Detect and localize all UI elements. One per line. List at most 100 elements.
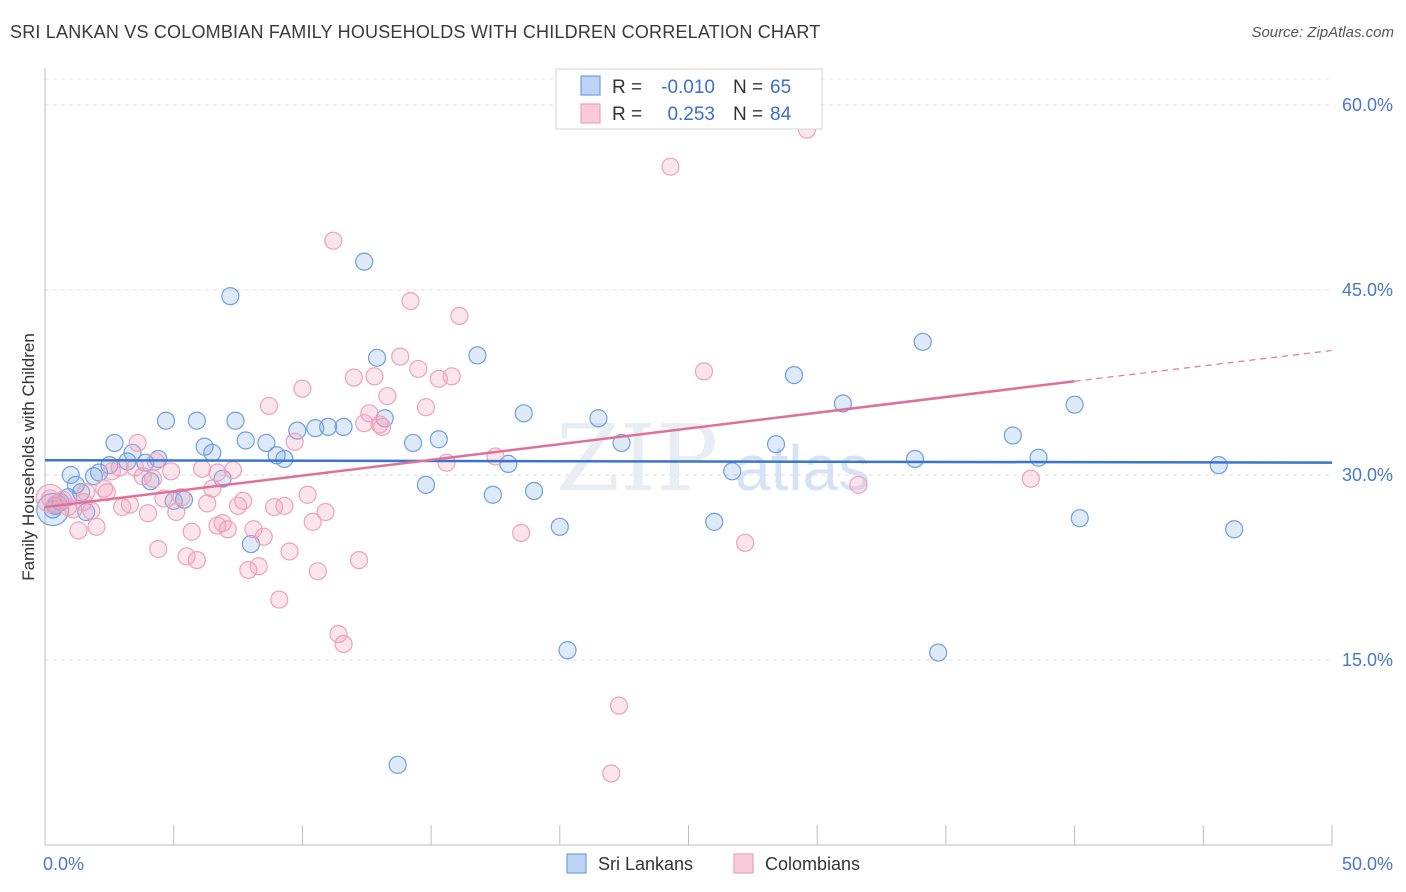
colombians-point [144,469,163,488]
colombians-point [365,367,384,386]
colombians-point [609,696,629,715]
colombians-point [349,550,369,570]
sri-lankans-point [1070,509,1089,528]
sri-lankans-point [483,485,502,504]
sri-lankans-point [913,332,932,351]
sri-lankans-point [514,404,533,423]
colombians-point [138,504,158,523]
colombians-point [69,521,88,540]
sri-lankans-point [1225,520,1244,539]
bottom-legend-swatch-colombians [733,853,754,874]
colombians-point [849,475,868,494]
legend-n-value-2: 84 [770,104,792,125]
sri-lankans-point [89,463,109,482]
colombians-point [162,462,181,481]
colombians-point [244,520,263,539]
colombians-point [275,496,294,515]
legend-n-label-1: N = [733,77,763,98]
colombians-point [416,398,436,417]
sri-lankans-point [257,433,276,453]
colombians-point [344,368,363,387]
sri-lankans-point [784,366,804,385]
colombians-point [177,547,196,566]
sri-lankans-point [149,449,168,469]
sri-lankans-point [833,394,853,413]
sri-lankans-point [468,346,487,365]
bottom-legend-swatch-sri-lankans [566,853,587,874]
sri-lankans-point [905,449,925,469]
sri-lankans-point [355,252,374,271]
colombians-point [218,520,237,539]
sri-lankans-point [388,755,407,774]
sri-lankans-point [416,475,436,494]
y-axis-label: Family Households with Children [19,333,38,581]
colombians-point [303,512,322,531]
legend-n-value-1: 65 [770,77,791,98]
colombians-point [736,533,755,552]
trend-lines [44,349,1333,509]
x-tick-label-max: 50.0% [1342,854,1393,874]
sri-lankans-point [187,411,206,430]
sri-lankans-point [766,435,786,454]
legend-n-label-2: N = [733,104,763,125]
sri-lankans-point [1029,448,1048,467]
bottom-legend-sri-lankans: Sri Lankans [598,854,693,874]
colombians-point [254,527,273,546]
sri-lankans-point [403,433,423,453]
sri-lankans-point [288,421,307,440]
sri-lankans-point [1065,395,1084,414]
colombians-point [285,432,304,451]
grid-lines [45,78,1332,661]
colombians-trend-extension [1074,349,1333,382]
colombians-point [259,396,279,416]
colombians-point [324,231,343,250]
sri-lankans-cluster-point [36,492,70,527]
sri-lankans-point [319,417,338,436]
legend-r-label-1: R = [612,77,642,98]
colombians-point [360,404,379,423]
colombians-point [450,306,469,325]
sri-lankans-point [558,641,577,660]
bottom-legend: Sri Lankans Colombians [566,853,860,874]
sri-lankans-point [334,417,353,436]
sri-lankans-point [236,431,255,450]
colombians-point [223,460,243,480]
colombians-point [270,590,289,609]
sri-lankans-point [221,287,240,306]
y-tick-label: 30.0% [1342,465,1393,485]
legend-swatch-sri-lankans [580,75,601,96]
sri-lankans-trend-line [44,458,1333,464]
colombians-point [87,517,106,536]
colombians-point [329,624,348,644]
sri-lankans-points [36,252,1244,774]
sri-lankans-point [429,430,448,449]
colombians-point [110,458,129,477]
legend-r-label-2: R = [612,104,642,125]
sri-lankans-point [1209,456,1228,475]
legend-box: R = -0.010 N = 65 R = 0.253 N = 84 [555,68,823,130]
colombians-point [316,502,335,522]
y-tick-label: 45.0% [1342,280,1393,300]
colombians-point [512,523,531,543]
colombians-cluster-point [35,483,65,514]
sri-lankans-point [705,512,724,531]
y-tick-labels: 15.0% 30.0% 45.0% 60.0% [1342,95,1393,670]
colombians-point [370,415,389,434]
chart-title: SRI LANKAN VS COLOMBIAN FAMILY HOUSEHOLD… [10,22,821,42]
y-tick-label: 60.0% [1342,95,1393,115]
colombians-point [239,560,258,580]
colombians-point [298,485,317,504]
colombians-points [35,120,1040,783]
colombians-point [602,764,621,783]
legend-r-value-1: -0.010 [661,77,715,98]
sri-lankans-point [306,419,325,438]
y-tick-label: 15.0% [1342,650,1393,670]
x-tick-label-min: 0.0% [43,854,84,874]
watermark: ZIP atlas [556,405,870,512]
sri-lankans-point [367,348,387,367]
sri-lankans-point [723,462,742,481]
colombians-point [187,550,206,570]
colombians-point [280,542,299,561]
colombians-point [391,347,410,366]
x-axis-ticks [44,825,1333,845]
